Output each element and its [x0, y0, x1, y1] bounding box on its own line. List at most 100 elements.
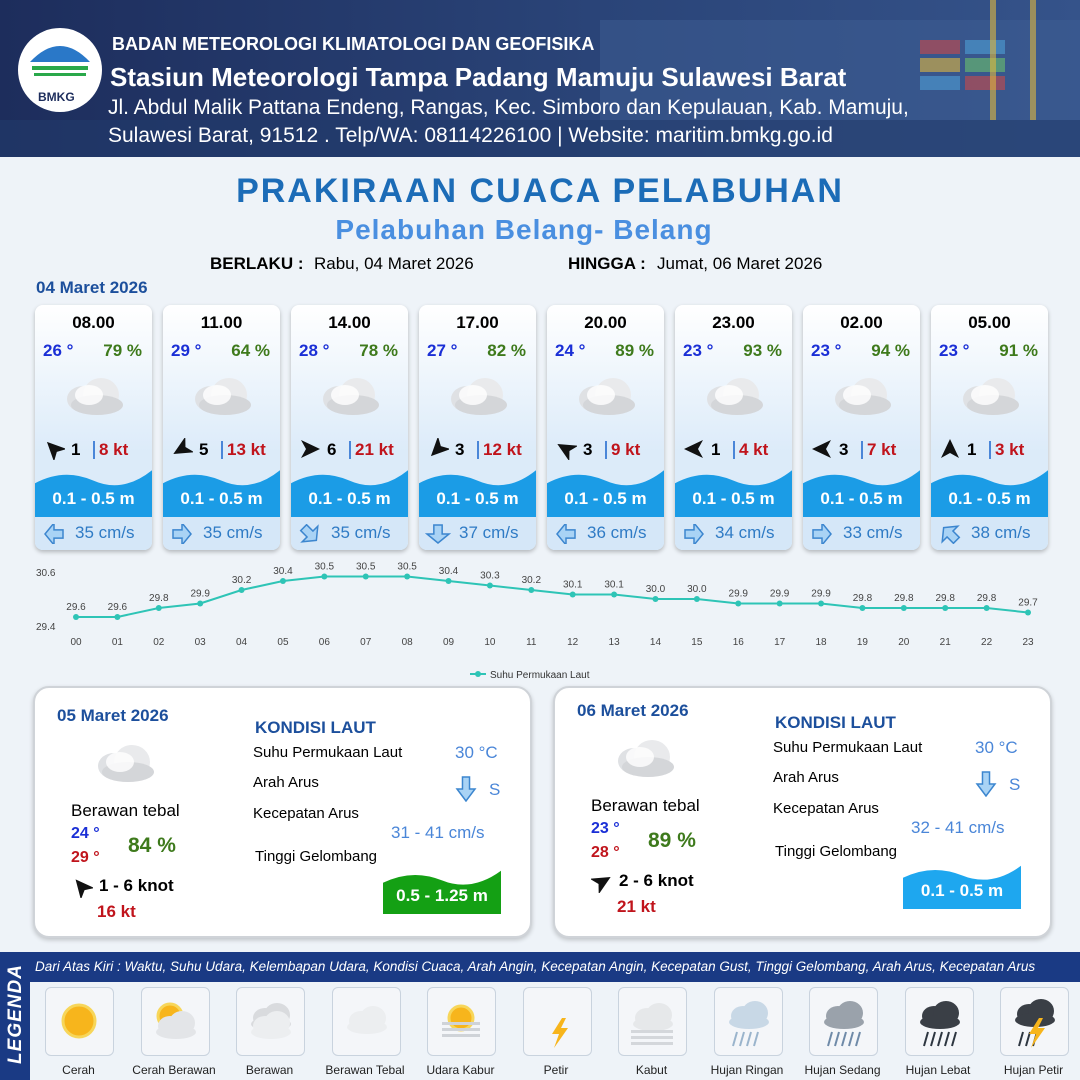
legend-label: Suhu Permukaan Laut — [490, 670, 590, 681]
label: Arah Arus — [773, 769, 839, 786]
wind-arrow — [684, 440, 703, 458]
wind-arrow — [557, 444, 577, 460]
current-dir: S — [1009, 775, 1021, 794]
rain — [922, 1031, 929, 1047]
x-tick-label: 17 — [774, 637, 786, 648]
humidity: 84 % — [128, 834, 176, 857]
x-tick-label: 04 — [236, 637, 248, 648]
x-tick-label: 14 — [650, 637, 662, 648]
value-label: 30.3 — [480, 571, 500, 582]
value-label: 29.9 — [811, 589, 831, 600]
sun — [447, 1004, 475, 1032]
temperature: 29 ° — [171, 341, 202, 360]
condition: Berawan tebal — [591, 796, 700, 815]
temperature: 23 ° — [683, 341, 714, 360]
wind: 1 - 6 knot — [99, 876, 174, 895]
humidity: 93 % — [743, 341, 782, 360]
sst-line — [76, 575, 1029, 618]
label: Suhu Permukaan Laut — [253, 744, 403, 761]
sst-chart: 29.4 30.6 29.6 00 29.6 01 29.8 02 29.9 03 30.2 04 30… — [36, 562, 1038, 682]
sst-point — [693, 596, 700, 602]
sst-point — [114, 614, 121, 620]
rain — [745, 1031, 752, 1047]
sst-point — [942, 605, 949, 611]
wind-arrow — [812, 440, 831, 458]
bolt — [551, 1018, 568, 1048]
current-arrow-shape — [425, 524, 451, 544]
humidity: 91 % — [999, 341, 1038, 360]
current-speed: 33 cm/s — [843, 523, 903, 542]
divider — [989, 441, 991, 459]
current-speed: 35 cm/s — [75, 523, 135, 542]
cloud-icon — [835, 378, 891, 415]
cloud-part — [331, 385, 359, 405]
wave-shape — [419, 470, 536, 517]
wind-arrow — [430, 438, 449, 457]
current-arrow-shape — [172, 524, 192, 544]
gust: 21 kt — [617, 897, 656, 916]
wave-height: 0.1 - 0.5 m — [820, 489, 903, 508]
label: Arah Arus — [253, 774, 319, 791]
wave-height: 0.5 - 1.25 m — [396, 886, 488, 905]
label: Tinggi Gelombang — [255, 848, 378, 865]
time: 02.00 — [840, 313, 883, 332]
x-tick-label: 01 — [112, 637, 124, 648]
x-tick-label: 18 — [815, 637, 827, 648]
wave-fill — [675, 470, 792, 517]
wind-arrow — [46, 441, 65, 460]
temp-max: 29 ° — [71, 849, 100, 866]
wind-arrow-shape — [591, 877, 611, 893]
agency: BADAN METEOROLOGI KLIMATOLOGI DAN GEOFIS… — [112, 34, 595, 54]
wind-arrow-shape — [75, 879, 93, 898]
divider — [349, 441, 351, 459]
time: 17.00 — [456, 313, 499, 332]
current-arrow-shape — [684, 524, 704, 544]
current-arrow — [812, 524, 832, 544]
forecast-card: 11.00 29 ° 64 % 5 13 kt 0.1 - 0.5 m 35 cm/s — [163, 305, 280, 550]
x-tick-label: 09 — [443, 637, 455, 648]
sst-point — [528, 587, 535, 593]
cloud-part — [843, 385, 871, 405]
value-label: 30.4 — [439, 566, 459, 577]
haze — [442, 1022, 480, 1025]
value-label: 29.8 — [853, 593, 873, 604]
current-speed: 34 cm/s — [715, 523, 775, 542]
cloud-icon — [195, 378, 251, 415]
value-label: 29.7 — [1018, 598, 1038, 609]
valid-label: HINGGA : — [568, 254, 646, 273]
date: 04 Maret 2026 — [36, 278, 148, 297]
forecast-card: 14.00 28 ° 78 % 6 21 kt 0.1 - 0.5 m 35 cm/s — [291, 305, 408, 550]
legend-icon — [61, 1003, 97, 1039]
wind-arrow-shape — [941, 439, 959, 458]
wave-shape — [383, 870, 501, 914]
wind-speed: 1 — [711, 440, 721, 459]
cloud-part — [155, 1025, 196, 1039]
legend-label: Berawan — [245, 1063, 294, 1077]
logo-text: BMKG — [38, 90, 75, 104]
wind-speed: 6 — [327, 440, 337, 459]
humidity: 94 % — [871, 341, 910, 360]
wind-arrow-shape — [173, 438, 193, 454]
fog — [631, 1036, 673, 1039]
current-arrow — [44, 524, 64, 544]
cloud-icon — [963, 378, 1019, 415]
value-label: 30.1 — [563, 580, 583, 591]
value-label: 30.5 — [397, 562, 417, 573]
label: Suhu Permukaan Laut — [773, 739, 923, 756]
value-label: 30.5 — [356, 562, 376, 573]
gust: 12 kt — [483, 440, 522, 459]
wind-speed: 3 — [839, 440, 849, 459]
sst-point — [486, 582, 493, 589]
rain — [1025, 1031, 1031, 1047]
haze — [442, 1034, 480, 1037]
valid-from: Rabu, 04 Maret 2026 — [314, 254, 474, 273]
sst: 30 °C — [975, 738, 1018, 757]
x-tick-label: 16 — [733, 637, 745, 648]
x-tick-label: 19 — [857, 637, 869, 648]
legend-icon-box — [140, 987, 210, 1056]
value-label: 30.1 — [604, 580, 624, 591]
cloud-shape — [67, 378, 123, 415]
time: 20.00 — [584, 313, 627, 332]
wave-height: 0.1 - 0.5 m — [436, 489, 519, 508]
